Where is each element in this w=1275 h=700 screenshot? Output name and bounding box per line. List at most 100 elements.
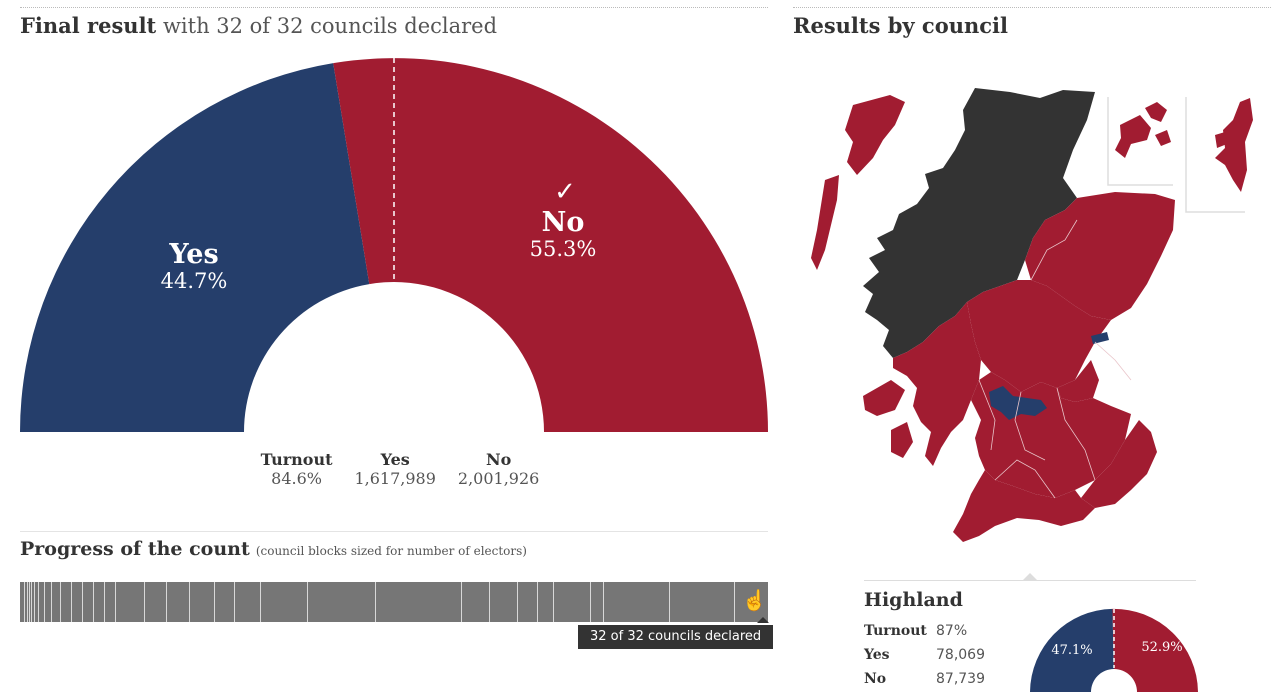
council-block[interactable] [214,582,215,622]
council-argyll-bute[interactable] [893,302,981,466]
row-label: Yes [864,647,890,663]
council-block[interactable] [166,582,167,622]
top-divider-left [20,7,768,8]
council-block[interactable] [31,582,32,622]
council-block[interactable] [260,582,261,622]
progress-heading: Progress of the count (council blocks si… [20,538,527,560]
council-block[interactable] [44,582,45,622]
council-block[interactable] [734,582,735,622]
row-label: No [864,671,887,687]
council-ayrshire-dumfries[interactable] [953,470,1095,542]
council-donut-chart: 47.1% 52.9% [1030,608,1198,692]
row-value: 87,739 [936,671,985,687]
council-row-turnout: Turnout 87% [864,623,967,639]
council-row-no: No 87,739 [864,671,985,687]
council-orkney-north[interactable] [1145,102,1171,146]
final-result-chart: ✓ Yes 44.7% No 55.3% [20,58,768,433]
council-block[interactable] [93,582,94,622]
council-block[interactable] [82,582,83,622]
result-stats: Turnout 84.6% Yes 1,617,989 No 2,001,926 [250,450,550,488]
council-block[interactable] [144,582,145,622]
council-block[interactable] [603,582,604,622]
top-divider-right [793,7,1271,8]
stat-value: 84.6% [271,469,322,488]
council-scottish-borders[interactable] [1081,420,1157,508]
row-value: 78,069 [936,647,985,663]
final-result-heading: Final result with 32 of 32 councils decl… [20,13,497,38]
council-block[interactable] [24,582,25,622]
yes-label: Yes [168,239,218,270]
progress-title: Progress of the count [20,538,250,560]
yes-segment[interactable] [20,63,370,432]
council-block[interactable] [34,582,35,622]
council-dundee[interactable] [1091,332,1109,344]
council-islay[interactable] [891,422,913,458]
stat-label: Turnout [260,450,333,469]
council-block[interactable] [71,582,72,622]
council-yes-percent: 47.1% [1051,643,1092,658]
council-block[interactable] [590,582,591,622]
council-block[interactable] [189,582,190,622]
council-glasgow[interactable] [989,386,1047,420]
council-perth-kinross[interactable] [967,280,1111,392]
council-block[interactable] [51,582,52,622]
stat-label: Yes [380,450,410,469]
hand-cursor-icon: ☝ [742,588,767,612]
panel-pointer [1023,573,1037,580]
map-heading: Results by council [793,13,1008,38]
row-label: Turnout [864,623,927,639]
final-result-title: Final result [20,13,157,38]
council-block[interactable] [489,582,490,622]
council-eilean-siar[interactable] [845,95,905,175]
council-highland[interactable] [863,88,1095,358]
stat-turnout: Turnout 84.6% [261,450,333,488]
council-block[interactable] [375,582,376,622]
council-eilean-siar-south[interactable] [811,175,839,270]
progress-note: (council blocks sized for number of elec… [255,544,527,558]
stat-value: 2,001,926 [457,469,540,488]
stat-value: 1,617,989 [354,469,436,488]
council-block[interactable] [27,582,28,622]
council-block[interactable] [60,582,61,622]
council-aberdeenshire[interactable] [1025,192,1175,320]
council-map[interactable] [795,80,1270,560]
council-block[interactable] [517,582,518,622]
council-block[interactable] [104,582,105,622]
council-block[interactable] [553,582,554,622]
council-shetland-west[interactable] [1215,132,1227,148]
council-block[interactable] [307,582,308,622]
council-row-yes: Yes 78,069 [864,647,985,663]
no-segment[interactable] [333,58,768,433]
council-borders [978,219,1132,499]
council-no-percent: 52.9% [1141,640,1182,655]
council-block[interactable] [234,582,235,622]
council-no-segment[interactable] [1112,608,1198,692]
stat-no: No 2,001,926 [458,450,539,488]
council-yes-segment[interactable] [1030,608,1114,692]
orkney-inset-frame [1107,97,1173,186]
council-block[interactable] [38,582,39,622]
no-percent: 55.3% [530,237,597,261]
council-block[interactable] [115,582,116,622]
stat-label: No [485,450,512,469]
shetland-inset-frame [1185,97,1245,213]
progress-divider [20,531,768,532]
council-block[interactable] [537,582,538,622]
yes-percent: 44.7% [161,269,228,293]
council-orkney[interactable] [1115,115,1151,158]
no-label: No [542,207,585,238]
progress-tooltip: 32 of 32 councils declared [578,617,774,649]
council-shetland[interactable] [1215,98,1253,192]
council-fife[interactable] [1057,360,1099,402]
stat-yes: Yes 1,617,989 [354,450,435,488]
council-block[interactable] [461,582,462,622]
final-result-subtitle: with 32 of 32 councils declared [162,14,498,38]
progress-bar[interactable] [20,582,768,622]
council-block[interactable] [669,582,670,622]
council-mull[interactable] [863,380,905,416]
row-value: 87% [936,623,968,639]
council-panel: Highland Turnout 87% Yes 78,069 No 87,739 [864,580,1196,687]
winner-check-icon: ✓ [554,177,576,207]
council-name: Highland [864,589,963,611]
council-block[interactable] [29,582,30,622]
